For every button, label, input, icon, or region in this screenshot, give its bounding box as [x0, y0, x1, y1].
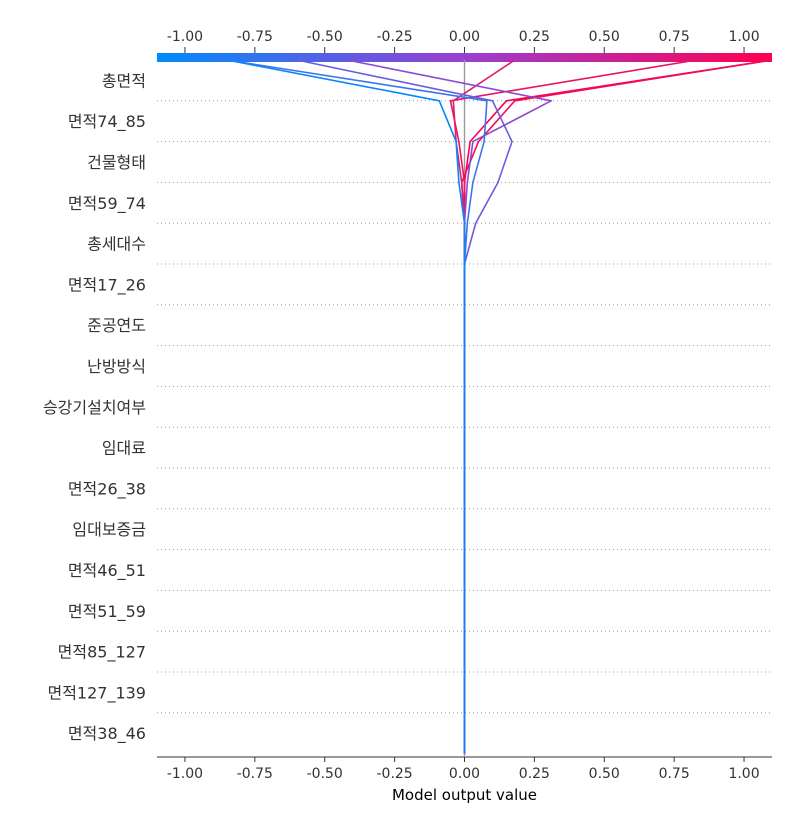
decision-line [449, 59, 697, 754]
x-tick-label-top: 0.50 [589, 29, 620, 45]
x-tick-label-top: 0.00 [449, 29, 480, 45]
feature-label: 난방방식 [87, 357, 146, 376]
feature-label: 총세대수 [87, 235, 146, 254]
x-tick-label-top: -0.75 [237, 29, 273, 45]
feature-label: 면적85_127 [58, 643, 146, 663]
feature-label: 임대보증금 [72, 520, 146, 539]
x-tick-label: 0.50 [589, 766, 620, 782]
feature-label: 면적127_139 [47, 683, 146, 703]
colorbar-gradient [157, 53, 772, 62]
feature-label: 면적51_59 [68, 602, 146, 622]
colorbar [157, 53, 772, 62]
feature-label: 임대료 [102, 439, 146, 458]
decision-line [226, 59, 488, 754]
x-tick-label: 0.25 [519, 766, 550, 782]
decision-line [296, 59, 513, 754]
x-tick-label-top: 1.00 [728, 29, 759, 45]
x-tick-label-top: -0.50 [307, 29, 343, 45]
x-tick-label: -1.00 [167, 766, 203, 782]
x-axis-label: Model output value [392, 786, 537, 804]
x-tick-label: 0.75 [659, 766, 690, 782]
feature-label: 준공연도 [87, 316, 146, 335]
x-tick-label: -0.25 [376, 766, 412, 782]
feature-label: 면적74_85 [68, 112, 146, 132]
decision-lines [226, 59, 773, 754]
x-tick-label: -0.50 [307, 766, 343, 782]
feature-label: 면적59_74 [68, 194, 146, 214]
x-tick-label-top: 0.25 [519, 29, 550, 45]
decision-line [226, 59, 466, 754]
feature-label: 면적26_38 [68, 479, 146, 499]
feature-label: 면적17_26 [68, 275, 146, 295]
x-tick-label: -0.75 [237, 766, 273, 782]
feature-label: 면적46_51 [68, 561, 146, 581]
x-tick-label: 0.00 [449, 766, 480, 782]
feature-label: 총면적 [102, 71, 146, 90]
x-tick-label-top: -1.00 [167, 29, 203, 45]
x-tick-label: 1.00 [728, 766, 759, 782]
decision-line [460, 59, 773, 754]
feature-label: 건물형태 [87, 153, 146, 172]
x-tick-label-top: -0.25 [376, 29, 412, 45]
feature-label: 면적38_46 [68, 724, 146, 744]
grid-lines [157, 100, 772, 714]
x-tick-label-top: 0.75 [659, 29, 690, 45]
tick-labels: -1.00 -1.00 -0.75 -0.75 -0.50 -0.50 -0.25 -0.25… [167, 29, 760, 782]
feature-label: 승강기설치여부 [43, 398, 146, 417]
decision-line [346, 59, 553, 754]
decision-line [463, 59, 773, 754]
